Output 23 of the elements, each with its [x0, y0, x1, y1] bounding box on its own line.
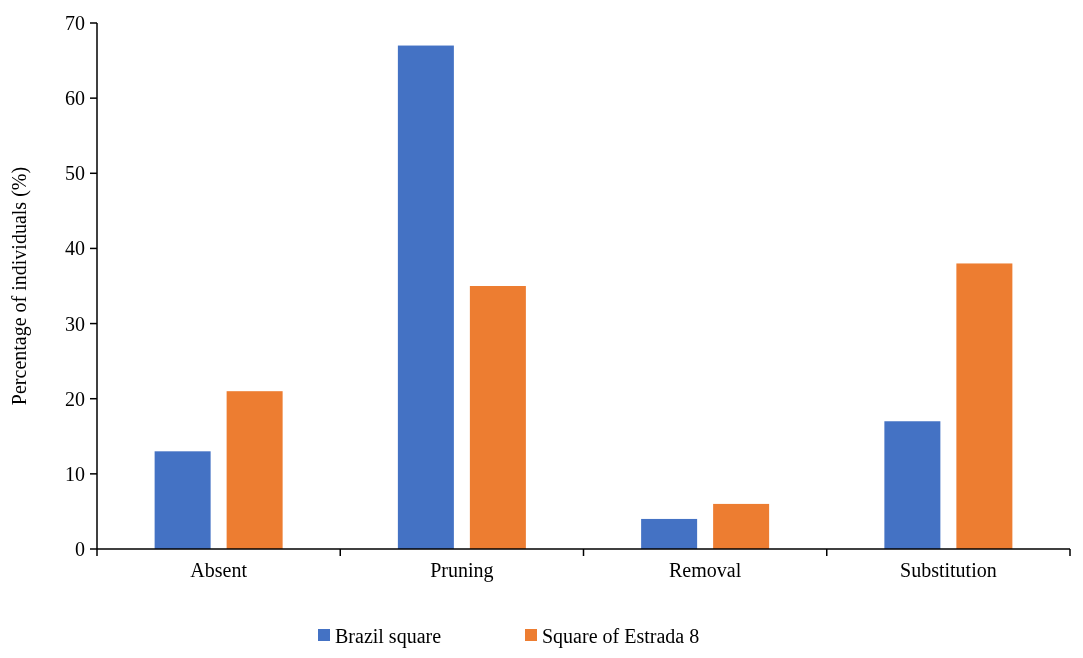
- bar: [884, 421, 941, 549]
- bar: [154, 451, 211, 549]
- legend-label: Brazil square: [335, 625, 442, 648]
- bar: [641, 518, 698, 549]
- y-tick-label: 50: [65, 162, 85, 185]
- y-tick-label: 0: [75, 538, 85, 560]
- y-axis-title: Percentage of individuals (%): [8, 166, 31, 406]
- bar: [956, 263, 1013, 549]
- bar: [397, 45, 454, 549]
- x-tick-label: Removal: [669, 559, 742, 581]
- x-tick-label: Pruning: [430, 559, 494, 582]
- x-tick-label: Absent: [190, 559, 248, 581]
- bar: [469, 286, 526, 549]
- y-tick-label: 70: [65, 12, 85, 34]
- y-tick-label: 30: [65, 312, 85, 335]
- bar: [226, 391, 283, 549]
- bar: [713, 503, 770, 549]
- x-tick-label: Substitution: [900, 559, 997, 581]
- y-tick-label: 40: [65, 237, 85, 260]
- y-tick-label: 10: [65, 462, 85, 485]
- legend-label: Square of Estrada 8: [542, 625, 700, 648]
- y-tick-label: 20: [65, 387, 85, 410]
- y-tick-label: 60: [65, 87, 85, 110]
